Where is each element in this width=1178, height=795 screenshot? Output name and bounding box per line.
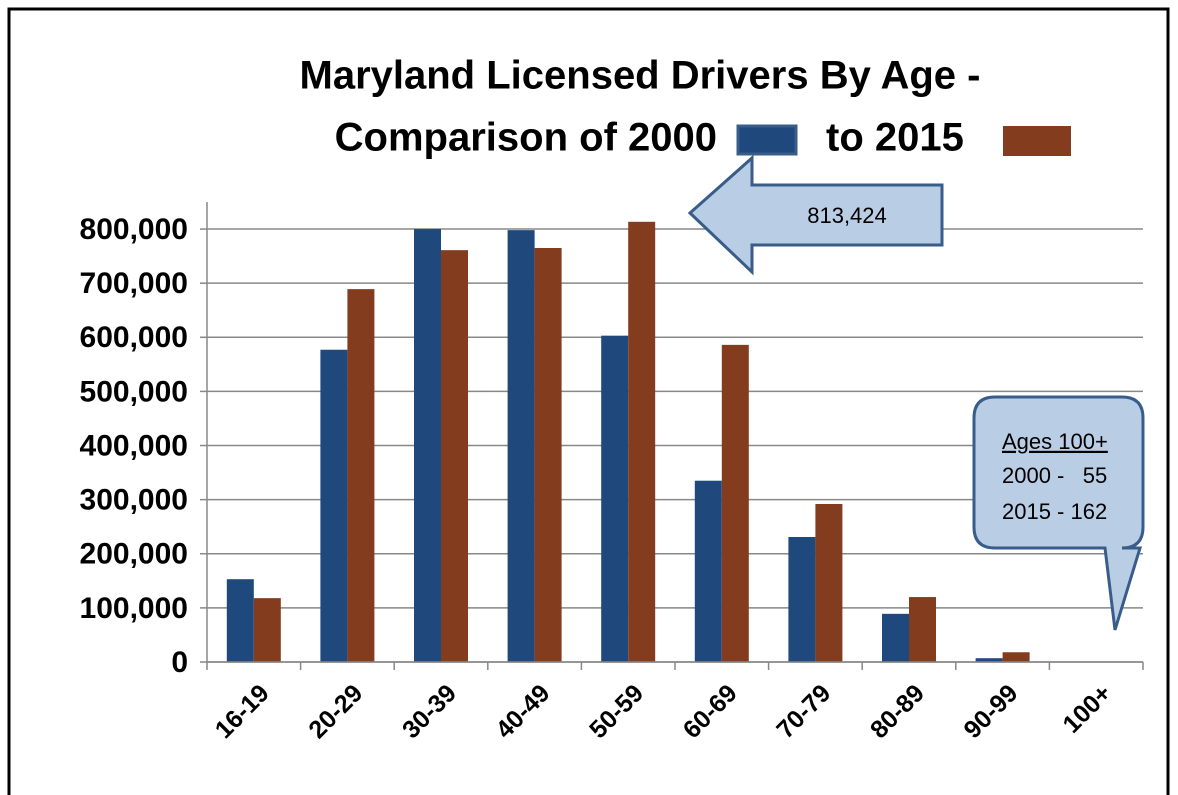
y-tick-label: 600,000	[80, 321, 188, 354]
bar	[628, 221, 656, 662]
arrow-callout	[687, 154, 944, 276]
y-tick-label: 300,000	[80, 484, 188, 517]
annotation: 2015 - 162	[1002, 499, 1107, 524]
bar	[909, 597, 936, 662]
bar	[601, 335, 629, 662]
bar	[226, 579, 254, 662]
y-tick-label: 0	[171, 646, 188, 679]
legend-swatch	[1003, 126, 1071, 156]
bar	[788, 536, 816, 662]
bar	[414, 229, 441, 662]
bar	[721, 344, 749, 662]
bar	[694, 480, 722, 662]
bar	[1002, 652, 1030, 662]
chart-title: Comparison of 2000	[335, 116, 717, 160]
chart-title: to 2015	[826, 116, 964, 160]
bar	[534, 248, 562, 662]
y-tick-label: 700,000	[80, 267, 188, 300]
chart-border	[7, 7, 1170, 795]
y-tick-label: 400,000	[80, 429, 188, 462]
annotation: Ages 100+	[1002, 429, 1108, 454]
annotation: 2000 - 55	[1002, 463, 1107, 488]
y-tick-label: 100,000	[80, 592, 188, 625]
speech-callout	[972, 395, 1145, 631]
bar	[347, 289, 375, 662]
bar	[507, 230, 535, 662]
bar	[320, 349, 348, 662]
legend-swatch	[736, 124, 798, 156]
y-tick-label: 800,000	[80, 213, 188, 246]
bar	[882, 613, 909, 662]
bar	[815, 503, 843, 662]
bar	[975, 658, 1003, 662]
bar	[253, 598, 281, 662]
y-tick-label: 500,000	[80, 375, 188, 408]
chart-title: Maryland Licensed Drivers By Age -	[300, 54, 981, 98]
y-tick-label: 200,000	[80, 538, 188, 571]
bar	[441, 250, 468, 662]
annotation: 813,424	[807, 203, 887, 228]
